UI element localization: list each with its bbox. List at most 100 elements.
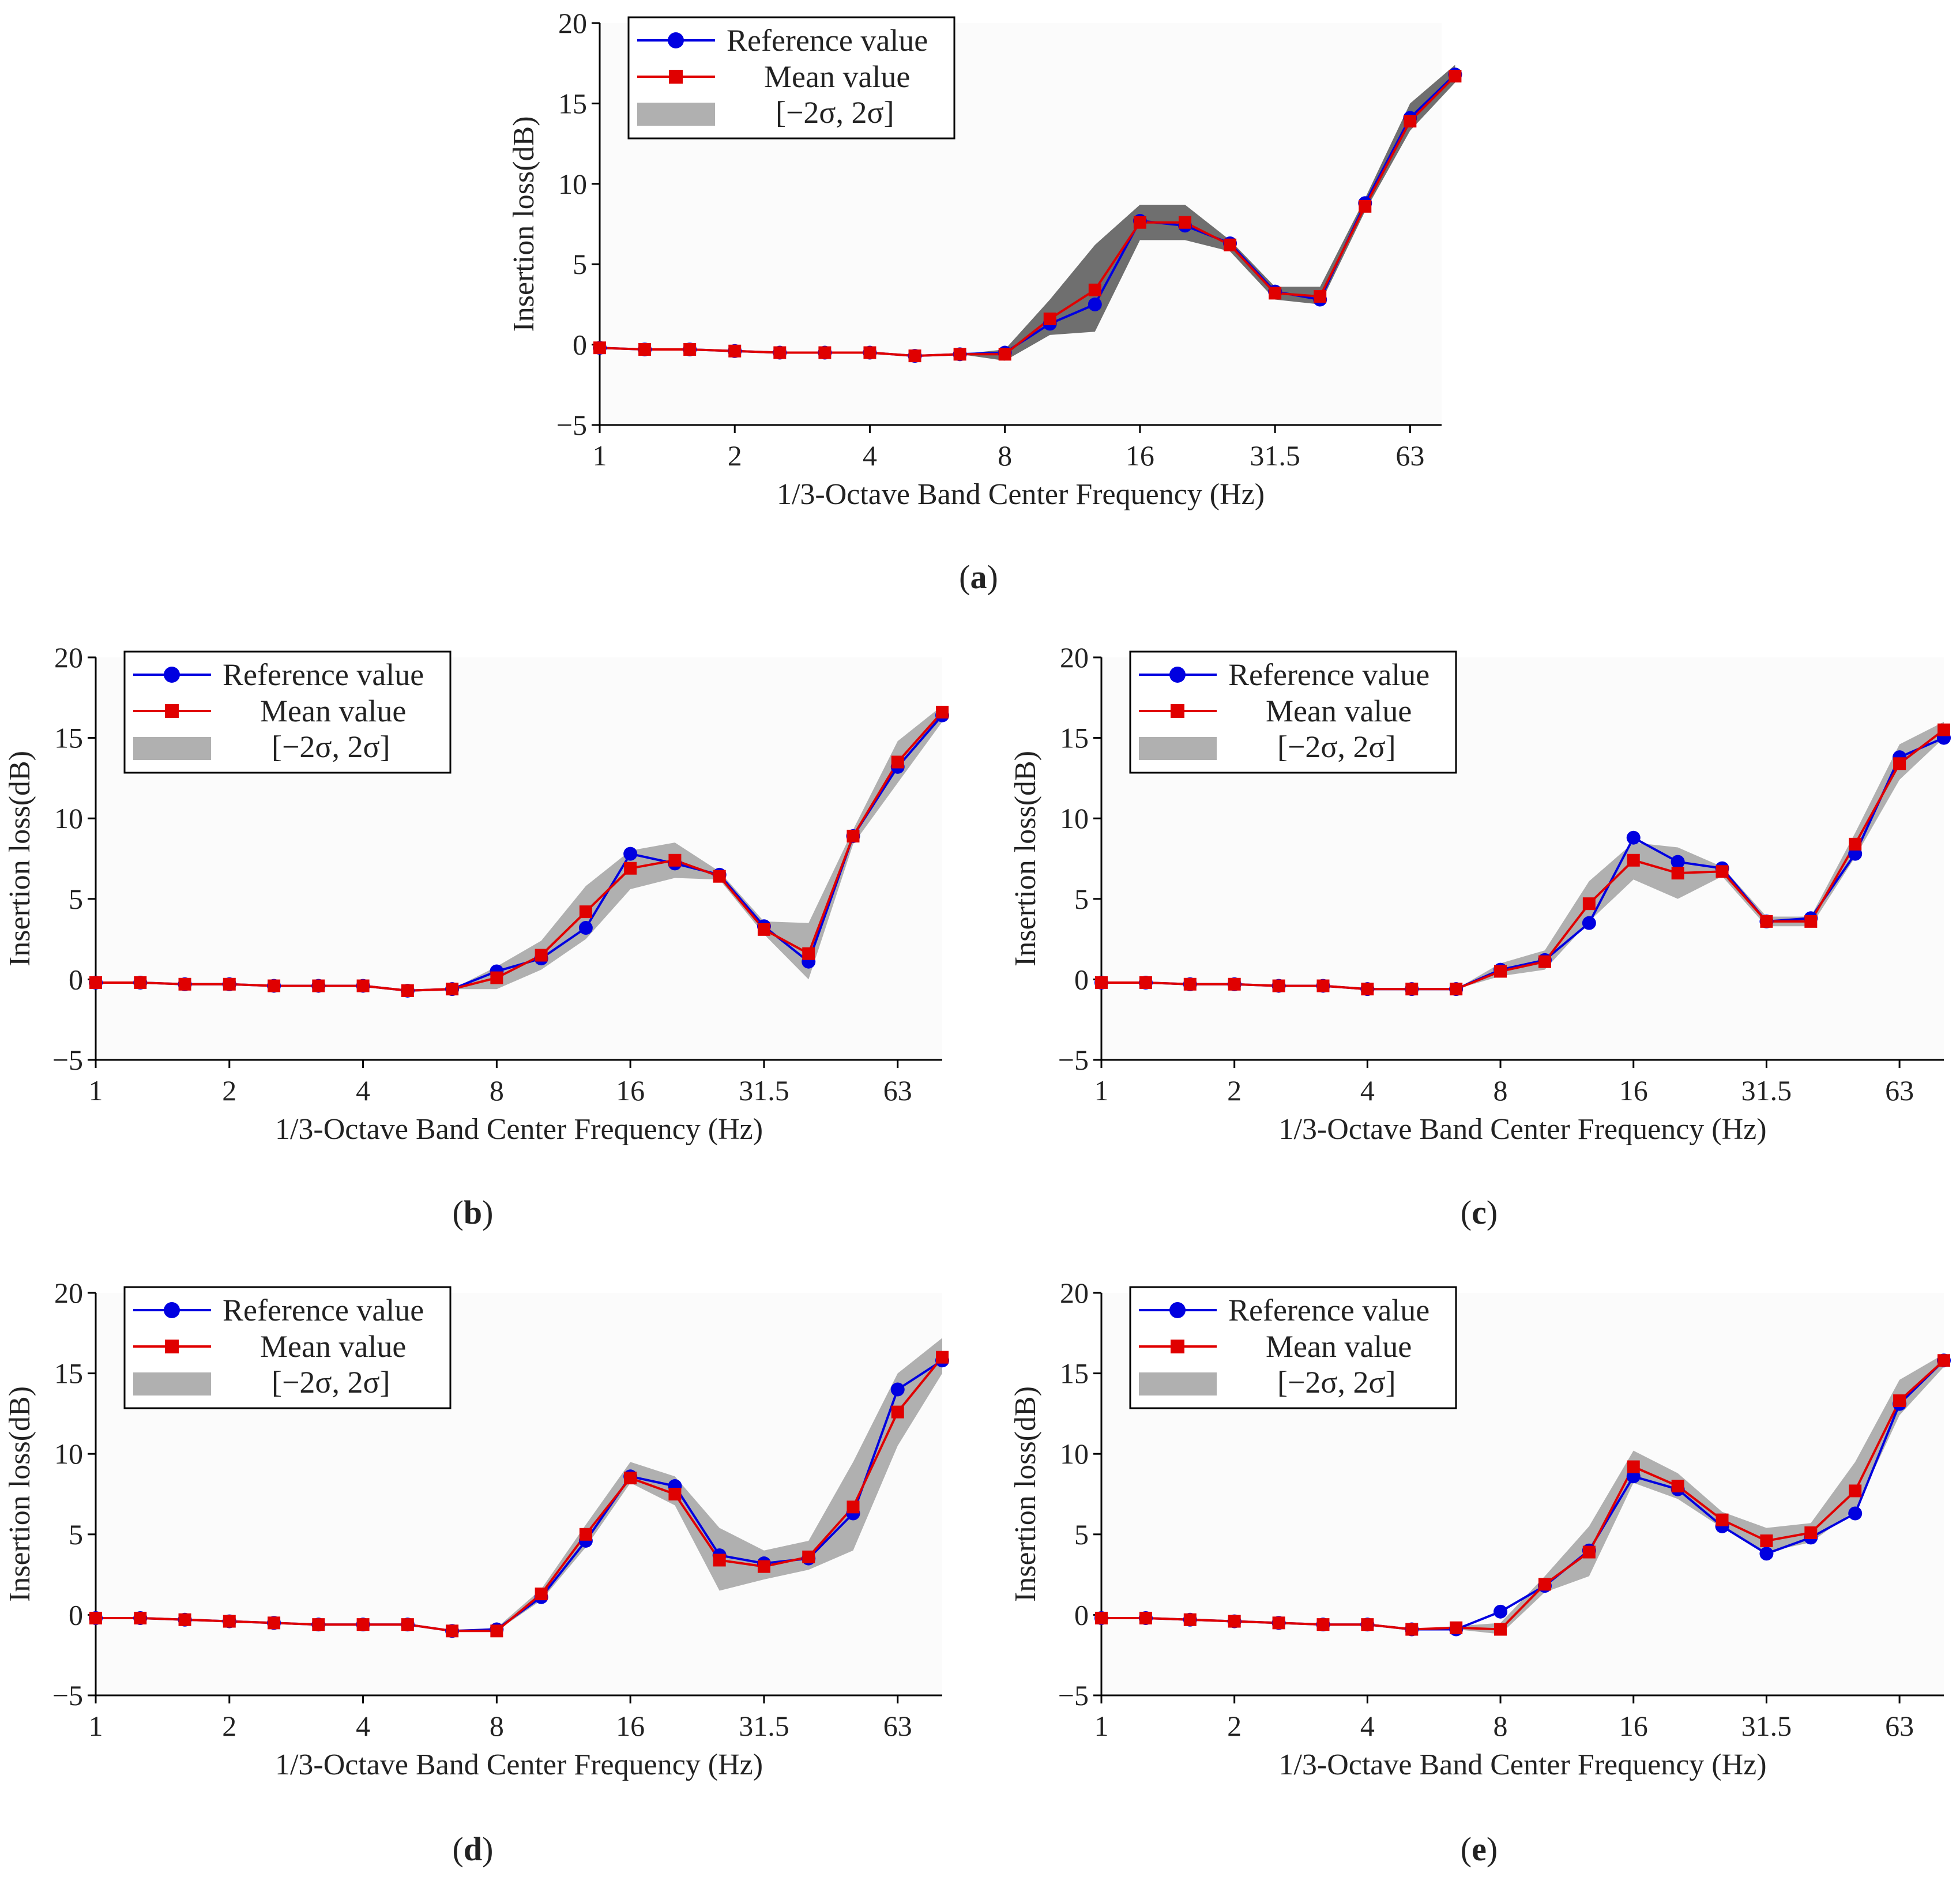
x-tick-label: 2 xyxy=(222,1074,236,1107)
y-tick-label: 5 xyxy=(69,883,83,915)
legend-mean-label: Mean value xyxy=(260,1329,406,1364)
mean-line xyxy=(1101,1359,1945,1631)
mean-point xyxy=(668,1488,682,1500)
mean-line xyxy=(96,1356,943,1633)
mean-point xyxy=(1272,1616,1285,1630)
mean-point xyxy=(178,977,191,991)
mean-point xyxy=(847,1500,860,1514)
y-tick-label: 10 xyxy=(54,802,83,834)
mean-point xyxy=(178,1613,191,1626)
mean-point xyxy=(1183,1613,1197,1626)
panel-label-c: (c) xyxy=(1461,1194,1498,1231)
mean-point xyxy=(757,923,770,936)
y-tick-label: 20 xyxy=(1060,641,1089,674)
mean-point xyxy=(134,1611,147,1624)
mean-point xyxy=(1183,977,1197,991)
legend-reference-label: Reference value xyxy=(223,1293,424,1327)
y-tick-label: 15 xyxy=(1060,1357,1089,1390)
mean-point xyxy=(312,979,325,992)
legend-reference-marker xyxy=(164,1302,180,1318)
y-tick-label: 0 xyxy=(573,329,587,361)
legend-mean-marker xyxy=(1171,1340,1184,1353)
mean-point xyxy=(624,862,637,875)
x-tick-label: 4 xyxy=(356,1074,370,1107)
mean-point xyxy=(1716,865,1729,878)
legend-band-swatch xyxy=(133,737,211,760)
mean-point xyxy=(446,1624,459,1638)
mean-point xyxy=(1269,287,1282,300)
mean-point xyxy=(1405,1623,1419,1636)
x-tick-label: 4 xyxy=(863,439,877,472)
legend-band-swatch xyxy=(133,1372,211,1396)
mean-point xyxy=(1494,965,1507,978)
mean-point xyxy=(579,1528,592,1541)
mean-point xyxy=(668,853,682,867)
legend-mean-label: Mean value xyxy=(1266,694,1412,728)
mean-point xyxy=(891,755,904,769)
mean-point xyxy=(1716,1513,1729,1526)
legend-band-label: [−2σ, 2σ] xyxy=(272,729,390,764)
x-tick-label: 8 xyxy=(490,1074,504,1107)
mean-point xyxy=(1316,979,1330,992)
mean-point xyxy=(1133,216,1146,229)
mean-point xyxy=(1804,915,1818,928)
mean-point xyxy=(1494,1623,1507,1636)
x-tick-label: 1 xyxy=(1094,1074,1109,1107)
reference-point xyxy=(623,847,638,861)
mean-line xyxy=(96,711,943,992)
x-tick-label: 1 xyxy=(89,1710,103,1742)
y-tick-label: 5 xyxy=(1074,1518,1089,1551)
mean-point xyxy=(1449,70,1462,83)
mean-point xyxy=(1671,1480,1684,1493)
legend-band-label: [−2σ, 2σ] xyxy=(272,1365,390,1400)
reference-point xyxy=(1493,1604,1508,1619)
reference-point xyxy=(890,1382,905,1397)
x-tick-label: 63 xyxy=(883,1074,912,1107)
y-tick-label: 5 xyxy=(69,1518,83,1551)
x-tick-label: 16 xyxy=(1619,1074,1648,1107)
legend-reference-marker xyxy=(1169,667,1186,683)
panel-label-e: (e) xyxy=(1461,1830,1498,1868)
y-axis-label: Insertion loss(dB) xyxy=(1009,751,1042,966)
mean-point xyxy=(1139,1611,1152,1624)
y-tick-label: 5 xyxy=(573,248,587,280)
legend-mean-marker xyxy=(669,70,683,84)
mean-point xyxy=(1095,976,1108,989)
legend-band-swatch xyxy=(1139,737,1217,760)
mean-point xyxy=(356,1618,370,1631)
legend-reference-label: Reference value xyxy=(1228,1293,1429,1327)
mean-point xyxy=(1538,1578,1551,1591)
mean-point xyxy=(1228,1615,1241,1628)
mean-point xyxy=(757,1560,770,1573)
mean-point xyxy=(401,984,414,997)
x-axis-label: 1/3-Octave Band Center Frequency (Hz) xyxy=(275,1113,763,1146)
mean-point xyxy=(1224,238,1237,251)
legend-reference-marker xyxy=(668,32,684,48)
mean-point xyxy=(593,341,606,355)
x-tick-label: 63 xyxy=(883,1710,912,1742)
x-tick-label: 2 xyxy=(728,439,742,472)
legend-reference-label: Reference value xyxy=(1228,657,1429,692)
mean-point xyxy=(1450,1621,1463,1634)
y-tick-label: −5 xyxy=(556,409,587,441)
mean-point xyxy=(818,346,832,359)
mean-point xyxy=(1760,915,1773,928)
x-tick-label: 1 xyxy=(1094,1710,1109,1742)
mean-point xyxy=(223,977,236,991)
y-tick-label: 10 xyxy=(558,168,587,200)
mean-point xyxy=(1627,1460,1640,1473)
x-tick-label: 4 xyxy=(356,1710,370,1742)
mean-point xyxy=(312,1618,325,1631)
mean-point xyxy=(1359,200,1372,213)
chart-panel-b: 20 15 10 5 0 −51 2 4 8 16 31.5 63 1/3-Octave Band Ce… xyxy=(3,641,949,1231)
x-tick-label: 1 xyxy=(89,1074,103,1107)
mean-point xyxy=(1405,983,1419,996)
mean-point xyxy=(1671,867,1684,880)
y-tick-label: 0 xyxy=(69,963,83,995)
mean-point xyxy=(134,976,147,989)
y-tick-label: 0 xyxy=(1074,1598,1089,1631)
mean-point xyxy=(401,1618,414,1631)
mean-point xyxy=(1316,1618,1330,1631)
panel-label-d: (d) xyxy=(453,1830,494,1868)
mean-point xyxy=(1938,1354,1950,1367)
